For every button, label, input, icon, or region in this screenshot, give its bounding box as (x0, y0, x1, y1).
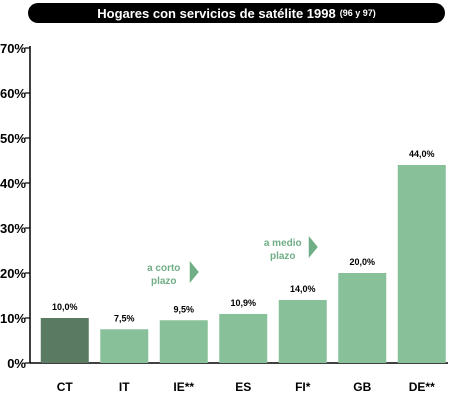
y-tick-label: 0% (7, 356, 26, 371)
bar (219, 313, 268, 363)
chart-title-banner: Hogares con servicios de satélite 1998 (… (28, 3, 445, 23)
y-tick-label: 20% (0, 266, 26, 281)
data-label: 7,5% (114, 313, 135, 323)
annotation-label: plazo (151, 276, 177, 287)
y-tick-label: 40% (0, 176, 26, 191)
data-label: 10,9% (230, 298, 256, 308)
data-label: 10,0% (52, 302, 78, 312)
chart-title: Hogares con servicios de satélite 1998 (97, 5, 336, 21)
bar (397, 165, 446, 363)
annotation-label: a medio (264, 238, 302, 249)
x-tick-label: CT (57, 380, 74, 394)
x-tick-label: IT (119, 380, 130, 394)
x-tick-label: ES (235, 380, 251, 394)
data-label: 20,0% (349, 257, 375, 267)
bar (338, 273, 387, 363)
data-label: 14,0% (290, 284, 316, 294)
x-tick-label: GB (353, 380, 371, 394)
x-tick-label: FI* (295, 380, 311, 394)
annotation-label: a corto (147, 263, 180, 274)
annotation-arrow-icon (189, 261, 199, 283)
annotation-label: plazo (270, 251, 296, 262)
y-tick-label: 10% (0, 311, 26, 326)
y-tick-label: 50% (0, 131, 26, 146)
bar (159, 320, 208, 363)
data-label: 9,5% (173, 304, 194, 314)
y-tick-label: 30% (0, 221, 26, 236)
bar (278, 300, 327, 363)
bar (100, 329, 149, 363)
y-tick-label: 70% (0, 41, 26, 56)
x-tick-label: IE** (173, 380, 194, 394)
annotation-arrow-icon (308, 236, 318, 258)
x-tick-label: DE** (409, 380, 435, 394)
data-label: 44,0% (409, 149, 435, 159)
y-tick-label: 60% (0, 86, 26, 101)
chart-subtitle: (96 y 97) (339, 8, 376, 18)
bar (40, 318, 89, 363)
